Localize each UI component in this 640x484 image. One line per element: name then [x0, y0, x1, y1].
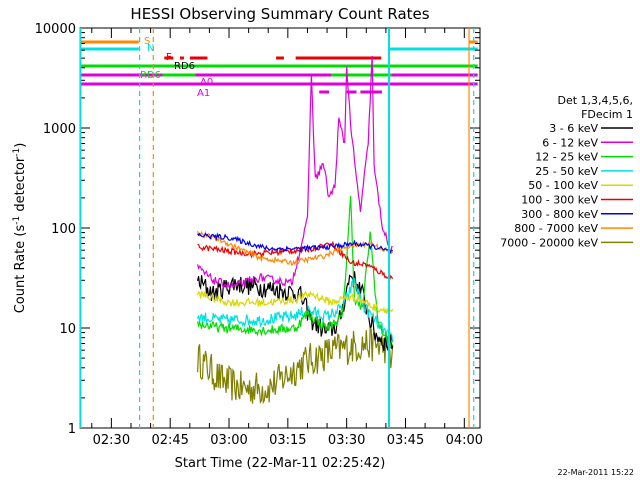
series-line-2 — [197, 195, 394, 349]
flag-label-s: S — [144, 36, 150, 47]
y-tick-label: 10 — [59, 322, 76, 337]
y-tick-label: 100 — [51, 222, 76, 237]
x-tick-label: 03:30 — [328, 433, 365, 448]
y-axis-label: Count Rate (s-1 detector-1) — [12, 143, 28, 314]
legend-label-0: 3 - 6 keV — [549, 122, 598, 135]
y-tick-label: 1000 — [43, 122, 76, 137]
footer-timestamp: 22-Mar-2011 15:22 — [558, 468, 635, 477]
flag-label-f: F — [166, 52, 172, 63]
y-tick-label: 1 — [68, 422, 76, 437]
y-tick-label: 10000 — [35, 22, 76, 37]
flag-label-a0: A0 — [200, 77, 213, 88]
x-axis-label: Start Time (22-Mar-11 02:25:42) — [175, 456, 386, 471]
flag-label-a1: A1 — [197, 88, 210, 99]
legend-label-6: 300 - 800 keV — [521, 208, 598, 221]
x-tick-label: 03:15 — [269, 433, 306, 448]
legend-label-4: 50 - 100 keV — [528, 179, 598, 192]
flag-label-rd6-b: RD6 — [140, 70, 161, 81]
legend-header-line-1: Det 1,3,4,5,6, — [557, 94, 633, 107]
series-line-3 — [197, 277, 394, 343]
series-line-7 — [197, 230, 394, 267]
axes-layer: 02:30 02:45 03:00 03:15 03:30 03:45 04:00 1 10 10… — [35, 22, 483, 448]
series-line-0 — [197, 271, 394, 352]
legend-label-2: 12 - 25 keV — [535, 151, 598, 164]
x-tick-label: 03:45 — [387, 433, 424, 448]
chart-title: HESSI Observing Summary Count Rates — [130, 5, 429, 23]
x-tick-label: 04:00 — [446, 433, 483, 448]
flag-label-rd6-a: RD6 — [174, 61, 195, 72]
legend-header-line-2: FDecim 1 — [581, 108, 633, 121]
series-line-4 — [197, 290, 394, 315]
legend-label-3: 25 - 50 keV — [535, 165, 598, 178]
legend-label-1: 6 - 12 keV — [542, 136, 598, 149]
x-tick-label: 03:00 — [210, 433, 247, 448]
legend-label-8: 7000 - 20000 keV — [500, 236, 598, 249]
legend-label-5: 100 - 300 keV — [521, 194, 598, 207]
series-line-1 — [197, 55, 393, 289]
flag-label-n: N — [147, 43, 154, 54]
x-tick-label: 02:30 — [93, 433, 130, 448]
series-line-8 — [197, 326, 394, 405]
x-tick-label: 02:45 — [151, 433, 188, 448]
series-line-6 — [197, 232, 394, 255]
legend-label-7: 800 - 7000 keV — [514, 222, 598, 235]
series-line-5 — [197, 240, 394, 282]
series-lines-layer — [197, 55, 394, 405]
